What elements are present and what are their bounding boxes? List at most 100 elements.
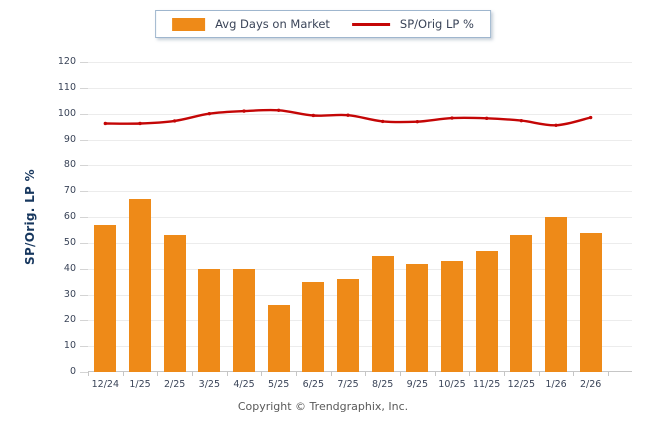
y-tick-mark [80, 113, 88, 115]
bar-6/25 [302, 281, 325, 372]
x-tick-mark [469, 372, 471, 376]
line-marker [415, 119, 420, 124]
bar-12/25 [510, 235, 533, 372]
y-tick-label: 50 [63, 236, 76, 248]
bar-8/25 [371, 255, 394, 372]
y-axis-tick-labels: 0 10 20 30 40 50 60 70 80 90 100 110 120 [36, 56, 78, 377]
y-tick-mark [80, 191, 88, 193]
bar-1/26 [545, 217, 567, 372]
plot-area [80, 62, 632, 376]
bar-12/24 [94, 224, 117, 372]
x-tick-label: 1/25 [129, 379, 151, 390]
grid-line [88, 87, 632, 89]
bar-3/25 [198, 268, 221, 372]
y-tick-label: 20 [63, 314, 76, 326]
legend-bar-label: Avg Days on Market [215, 17, 330, 31]
y-tick-label: 30 [63, 288, 76, 300]
x-tick-mark [157, 372, 159, 376]
x-tick-label: 6/25 [302, 379, 324, 390]
line-marker [276, 108, 281, 113]
grid-line [88, 346, 632, 348]
y-tick-mark [80, 346, 88, 348]
copyright-text: Copyright © Trendgraphix, Inc. [237, 400, 409, 413]
line-marker [311, 113, 316, 118]
bar-10/25 [441, 260, 463, 372]
line-marker [103, 121, 108, 126]
y-tick-label: 110 [57, 81, 76, 93]
y-tick-mark [80, 268, 88, 270]
x-tick-mark [365, 372, 367, 376]
x-tick-label: 5/25 [267, 379, 290, 390]
y-tick-mark [80, 139, 88, 141]
line-marker [380, 119, 385, 124]
x-tick-label: 2/26 [579, 379, 602, 390]
y-tick-label: 0 [69, 366, 76, 377]
bar-9/25 [406, 263, 429, 372]
x-tick-mark [88, 372, 89, 376]
y-tick-label: 90 [63, 133, 76, 145]
x-tick-label: 8/25 [371, 379, 394, 390]
y-tick-mark [80, 87, 88, 89]
x-tick-label: 10/25 [438, 379, 466, 390]
legend: Avg Days on Market SP/Orig LP % [155, 10, 491, 38]
y-tick-label: 100 [57, 107, 76, 119]
x-tick-mark [122, 372, 124, 376]
x-tick-mark [504, 372, 505, 376]
y-tick-mark [80, 62, 88, 63]
line-marker [484, 116, 489, 121]
bar-4/25 [233, 268, 255, 372]
line-marker [172, 119, 177, 123]
y-tick-label: 80 [63, 159, 76, 171]
bar-2/25 [163, 235, 186, 372]
legend-line-swatch [351, 22, 390, 26]
x-tick-label: 11/25 [472, 379, 501, 390]
grid-line [88, 139, 632, 141]
x-tick-mark [296, 372, 297, 376]
x-tick-mark [261, 372, 263, 376]
x-tick-mark [434, 372, 436, 376]
x-tick-mark [400, 372, 401, 376]
grid-line [88, 62, 632, 63]
grid-line [88, 191, 632, 193]
line-marker [450, 116, 454, 120]
line-marker [242, 109, 246, 113]
y-tick-label: 40 [63, 262, 76, 274]
x-tick-label: 3/25 [198, 379, 220, 390]
x-axis-line [88, 371, 632, 372]
x-tick-label: 9/25 [406, 379, 428, 390]
x-tick-label: 2/25 [163, 379, 186, 390]
y-tick-mark [80, 217, 88, 218]
y-tick-label: 120 [57, 56, 76, 67]
y-tick-mark [80, 294, 88, 296]
y-tick-label: 60 [63, 211, 76, 222]
x-axis-tick-labels: 12/24 1/25 2/25 3/25 4/25 5/25 6/25 7/25 8/25 9/2… [88, 379, 608, 393]
y-tick-mark [80, 242, 88, 244]
bar-11/25 [475, 250, 498, 372]
line-marker [554, 123, 558, 127]
legend-bar-swatch [172, 17, 206, 31]
y-tick-mark [80, 320, 88, 322]
line-marker [138, 121, 142, 126]
x-tick-label: 7/25 [337, 379, 359, 390]
bar-5/25 [267, 304, 290, 372]
grid-line [88, 217, 632, 218]
sp-orig-lp-line [103, 108, 593, 127]
x-tick-mark [573, 372, 575, 376]
grid-line [88, 242, 632, 244]
bar-2/26 [579, 232, 602, 372]
grid-line [88, 320, 632, 322]
y-tick-label: 70 [63, 185, 76, 197]
line-marker [207, 111, 212, 116]
x-tick-mark [330, 372, 332, 376]
grid-line [88, 268, 632, 270]
line-marker [519, 118, 524, 123]
grid-line [88, 294, 632, 296]
x-tick-label: 12/24 [91, 379, 120, 390]
legend-line-label: SP/Orig LP % [399, 17, 474, 31]
bar-7/25 [337, 279, 359, 372]
grid-line [88, 165, 632, 167]
y-tick-mark [80, 372, 88, 373]
line-marker [588, 115, 593, 120]
x-tick-mark [226, 372, 228, 376]
